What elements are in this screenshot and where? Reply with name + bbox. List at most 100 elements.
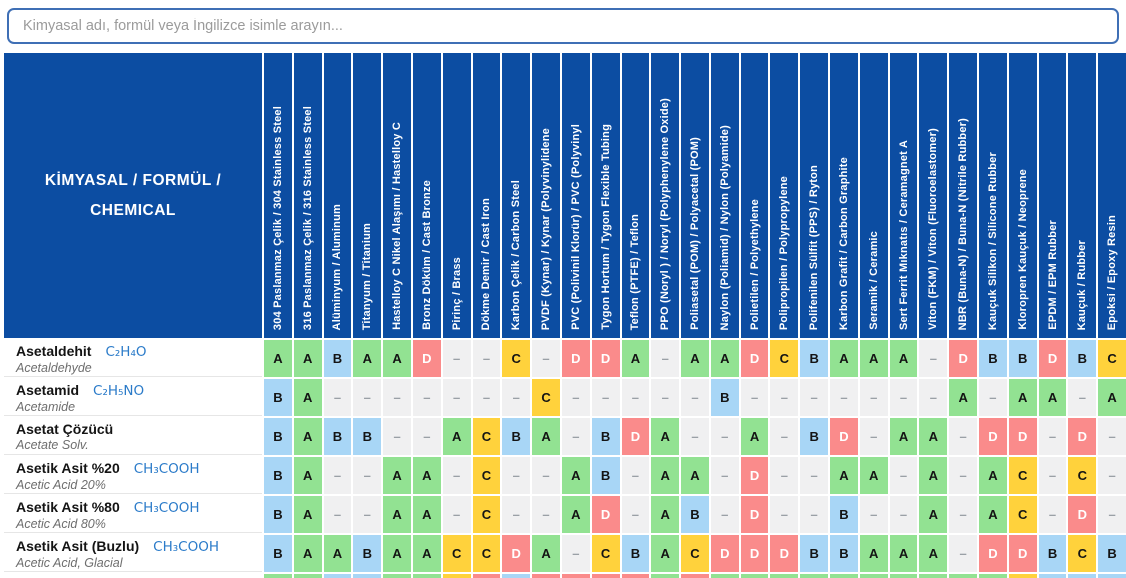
grade-cell: B [353,535,382,572]
grade-cell: – [621,496,650,533]
table-row: Asetamid C₂H₅NO Acetamide B A – – – – – – – C – – – – – B –… [4,379,1126,416]
column-header-label: Polietilen / Polyethylene [748,199,761,330]
grade-cell: – [859,379,888,416]
grade-cell: A [293,574,322,578]
grade-cell: D [740,535,769,572]
column-header-label: Titanyum / Titanium [361,222,374,330]
grade-cell: – [591,379,620,416]
grade-cell: A [710,340,739,377]
column-header-18: Polipropilen / Polypropylene [770,53,799,338]
grade-cell: A [561,457,590,494]
column-header-label: Tygon Hortum / Tygon Flexible Tubing [599,124,612,330]
grade-cell: C [1008,496,1037,533]
grade-cell: – [412,379,441,416]
grade-cell: D [412,340,441,377]
grade-cell: C [502,340,531,377]
column-header-27: EPDM / EPM Rubber [1038,53,1067,338]
grade-cell: B [502,418,531,455]
grade-cell: – [800,379,829,416]
grade-cell: C [472,496,501,533]
chemical-label: Asetik Asit %20 CH₃COOH Acetic Acid 20% [4,457,262,494]
column-header-5: Hastelloy C Nikel Alaşımı / Hastelloy C [383,53,411,338]
grade-cell: – [651,379,680,416]
grade-cell: A [293,340,322,377]
grade-cell: B [1068,574,1097,578]
grade-cell: B [979,340,1007,377]
grade-cell: B [323,340,352,377]
grade-cell: – [383,418,411,455]
grade-cell: – [859,496,888,533]
column-header-label: Alüminyum / Aluminum [331,203,344,330]
column-header-28: Kauçuk / Rubber [1068,53,1097,338]
grade-cell: – [532,496,560,533]
grade-cell: – [979,379,1007,416]
chemical-formula: CH₃COOH [133,461,200,477]
column-header-label: PVDF (Kynar) / Kynar (Polyvinylidene [540,127,553,330]
chemical-label [4,574,262,578]
grade-cell: C [1008,574,1037,578]
grade-cell: B [800,340,829,377]
grade-cell: A [919,574,948,578]
grade-cell: A [651,535,680,572]
table-header-row: KİMYASAL / FORMÜL / CHEMICAL 304 Paslanm… [4,53,1126,338]
grade-cell: A [830,574,858,578]
grade-cell: A [651,418,680,455]
grade-cell: D [591,574,620,578]
grade-cell: B [323,574,352,578]
chemical-name: Asetik Asit %80 [16,499,120,515]
grade-cell: – [502,457,531,494]
grade-cell: – [770,418,799,455]
column-header-label: Polipropilen / Polypropylene [778,175,791,330]
grade-cell: A [1038,379,1067,416]
chemical-label: Asetat Çözücü Acetate Solv. [4,418,262,455]
grade-cell: A [412,457,441,494]
grade-cell: B [264,535,292,572]
chemical-label: Asetaldehit C₂H₄O Acetaldehyde [4,340,262,377]
search-input[interactable] [7,8,1119,44]
grade-cell: A [979,457,1007,494]
grade-cell: A [859,535,888,572]
grade-cell: – [949,457,978,494]
column-header-15: Poliasetal (POM) / Polyacetal (POM) [681,53,709,338]
table-row: Asetik Asit (Buzlu) CH₃COOH Acetic Acid, G… [4,535,1126,572]
chemical-formula: C₂H₄O [105,344,147,360]
grade-cell: D [561,340,590,377]
grade-cell: – [710,496,739,533]
grade-cell: A [264,340,292,377]
column-header-2: 316 Paslanmaz Çelik / 316 Stainless Stee… [293,53,322,338]
column-header-label: Poliasetal (POM) / Polyacetal (POM) [688,137,701,330]
grade-cell: – [770,496,799,533]
grade-cell: – [323,457,352,494]
grade-cell: D [949,340,978,377]
table-row: Asetik Asit %80 CH₃COOH Acetic Acid 80% B A –… [4,496,1126,533]
grade-cell: A [383,340,411,377]
grade-cell: – [1098,496,1126,533]
grade-cell: A [561,496,590,533]
column-header-6: Bronz Döküm / Cast Bronze [412,53,441,338]
column-header-label: Kauçuk / Rubber [1076,239,1089,330]
column-header-label: PPO (Noryl ) / Noryl (Polyphenylene Oxid… [659,97,672,330]
table-row: AABBAACDBDDDDADAAAAAAAAAACBBB [4,574,1126,578]
grade-cell: D [621,418,650,455]
corner-header-line1: KİMYASAL / FORMÜL / [44,171,222,189]
grade-cell: C [770,340,799,377]
column-header-21: Seramik / Ceramic [859,53,888,338]
grade-cell: C [1068,457,1097,494]
chemical-label: Asetik Asit %80 CH₃COOH Acetic Acid 80% [4,496,262,533]
grade-cell: – [442,457,471,494]
grade-cell: – [353,379,382,416]
grade-cell: A [621,340,650,377]
grade-cell: – [800,457,829,494]
grade-cell: D [1068,496,1097,533]
table-row: Asetaldehit C₂H₄O Acetaldehyde A A B A A D – – C – D D… [4,340,1126,377]
column-header-label: Teflon (PTFE) / Teflon [629,213,642,330]
grade-cell: – [859,418,888,455]
grade-cell: – [681,418,709,455]
grade-cell: A [859,574,888,578]
chemical-label: Asetik Asit (Buzlu) CH₃COOH Acetic Acid, G… [4,535,262,572]
grade-cell: A [740,574,769,578]
grade-cell: C [442,574,471,578]
grade-cell: B [1098,574,1126,578]
grade-cell: A [681,457,709,494]
grade-cell: A [830,457,858,494]
